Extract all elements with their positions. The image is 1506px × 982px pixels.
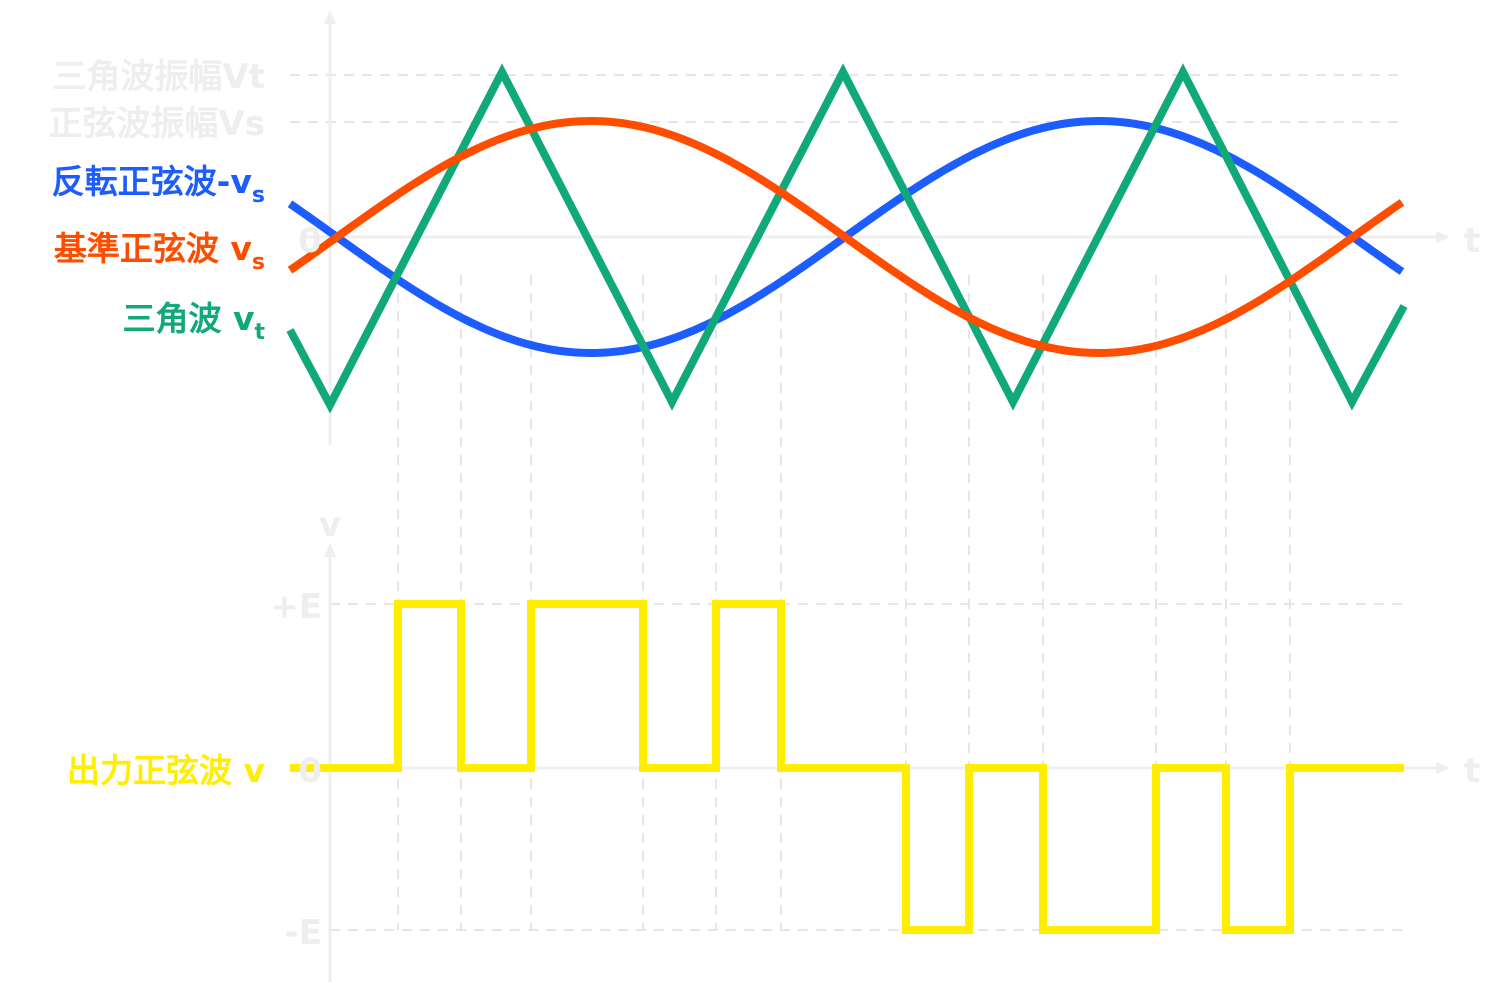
bottom-time-label: t [1464, 751, 1480, 791]
sine-amplitude-label: 正弦波振幅Vs [48, 104, 265, 144]
output-pwm-wave [290, 600, 1404, 934]
bottom-y-axis-arrow [324, 543, 336, 557]
bottom-time-axis-arrow [1436, 762, 1450, 774]
inverted-sine-legend: 反転正弦波-vs [52, 162, 265, 208]
triangle-amplitude-label: 三角波振幅Vt [52, 57, 265, 97]
bottom-zero-label: 0 [298, 751, 322, 791]
triangle-legend: 三角波 vt [122, 299, 265, 345]
top-zero-label: 0 [298, 221, 322, 261]
reference-sine-legend: 基準正弦波 vs [54, 229, 265, 275]
top-time-axis-arrow [1436, 231, 1450, 243]
top-y-axis-arrow [324, 10, 336, 24]
minus-e-label: -E [285, 913, 322, 953]
bottom-y-axis-label: v [319, 505, 341, 545]
triangle-wave [286, 63, 1408, 414]
plus-e-label: +E [270, 587, 322, 627]
reference-sine-wave [287, 117, 1405, 357]
top-time-label: t [1464, 221, 1480, 261]
output-sine-legend: 出力正弦波 v [67, 751, 265, 790]
